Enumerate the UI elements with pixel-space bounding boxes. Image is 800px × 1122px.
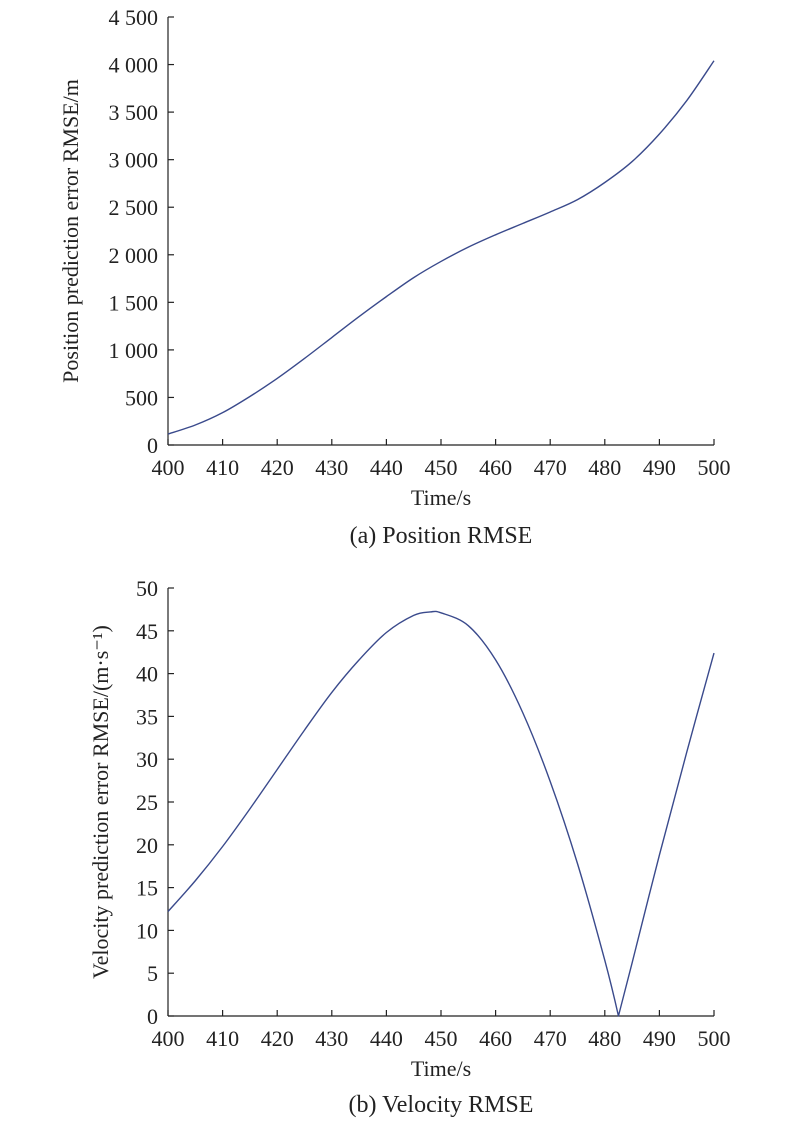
x-tick-label: 410 bbox=[206, 455, 239, 480]
x-axis-label: Time/s bbox=[411, 485, 471, 510]
series-line bbox=[167, 610, 715, 1017]
series-line bbox=[167, 60, 715, 435]
y-tick-label: 1 500 bbox=[109, 290, 159, 315]
x-tick-label: 420 bbox=[261, 455, 294, 480]
chart-caption: (a) Position RMSE bbox=[350, 523, 533, 549]
x-axis-label: Time/s bbox=[411, 1056, 471, 1081]
y-tick-label: 40 bbox=[136, 662, 158, 687]
x-tick-label: 400 bbox=[152, 1026, 185, 1051]
y-tick-label: 500 bbox=[125, 385, 158, 410]
y-tick-label: 50 bbox=[136, 576, 158, 601]
x-tick-label: 400 bbox=[152, 455, 185, 480]
y-tick-label: 2 500 bbox=[109, 195, 159, 220]
x-tick-label: 440 bbox=[370, 1026, 403, 1051]
chart-position-rmse: 400 410 420 430 440 450 460 470 480 490 500 0 500 1 0… bbox=[58, 5, 731, 549]
x-tick-label: 480 bbox=[588, 455, 621, 480]
x-tick-label: 500 bbox=[698, 455, 731, 480]
x-tick-label: 460 bbox=[479, 1026, 512, 1051]
y-tick-label: 1 000 bbox=[109, 338, 159, 363]
y-tick-label: 45 bbox=[136, 619, 158, 644]
y-tick-label: 3 000 bbox=[109, 148, 159, 173]
y-tick-label: 25 bbox=[136, 790, 158, 815]
x-tick-label: 440 bbox=[370, 455, 403, 480]
x-tick-label: 430 bbox=[315, 1026, 348, 1051]
x-tick-label: 500 bbox=[698, 1026, 731, 1051]
x-tick-label: 450 bbox=[425, 1026, 458, 1051]
y-tick-label: 20 bbox=[136, 833, 158, 858]
y-tick-label: 4 000 bbox=[109, 53, 159, 78]
chart-velocity-rmse: 400 410 420 430 440 450 460 470 480 490 500 0 5 10 15 2… bbox=[88, 576, 731, 1118]
x-tick-label: 490 bbox=[643, 1026, 676, 1051]
y-tick-label: 30 bbox=[136, 747, 158, 772]
x-tick-label: 420 bbox=[261, 1026, 294, 1051]
y-axis-label: Velocity prediction error RMSE/(m·s⁻¹) bbox=[88, 625, 113, 979]
y-tick-label: 0 bbox=[147, 433, 158, 458]
x-tick-label: 410 bbox=[206, 1026, 239, 1051]
y-tick-label: 15 bbox=[136, 876, 158, 901]
x-tick-label: 460 bbox=[479, 455, 512, 480]
y-axis-label: Position prediction error RMSE/m bbox=[58, 79, 83, 383]
y-tick-label: 0 bbox=[147, 1004, 158, 1029]
x-tick-label: 470 bbox=[534, 455, 567, 480]
y-tick-label: 3 500 bbox=[109, 100, 159, 125]
x-tick-label: 450 bbox=[425, 455, 458, 480]
y-tick-label: 35 bbox=[136, 704, 158, 729]
x-tick-label: 430 bbox=[315, 455, 348, 480]
chart-caption: (b) Velocity RMSE bbox=[349, 1092, 534, 1118]
y-tick-label: 2 000 bbox=[109, 243, 159, 268]
x-tick-label: 470 bbox=[534, 1026, 567, 1051]
y-tick-label: 4 500 bbox=[109, 5, 159, 30]
y-tick-label: 5 bbox=[147, 961, 158, 986]
x-tick-label: 480 bbox=[588, 1026, 621, 1051]
x-tick-label: 490 bbox=[643, 455, 676, 480]
y-tick-label: 10 bbox=[136, 918, 158, 943]
